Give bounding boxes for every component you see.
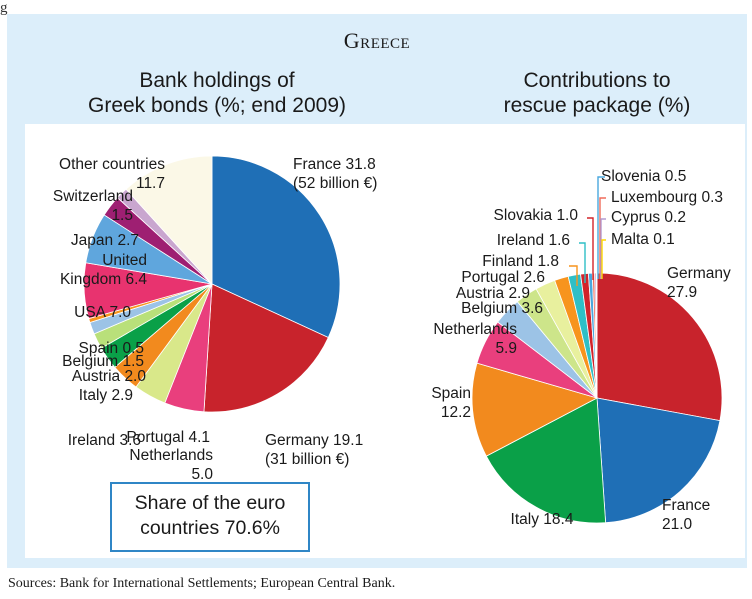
pie2-leader-slovenia [597,176,605,279]
pie2-label-line: Belgium 3.6 [461,300,543,317]
right-chart-title-line-1: Contributions to [523,69,671,92]
pie2-label-line: Spain [431,385,471,402]
pie1-label-line: (52 billion €) [293,175,377,192]
pie2-label-line: Slovenia 0.5 [601,168,686,185]
pie2-label-spain: Spain 12.2 [431,385,471,421]
pie1-label-switzerland: Switzerland 1.5 [53,188,133,224]
pie2-label-line: Portugal 2.6 [461,269,545,286]
right-chart-title-line-2: rescue package (%) [503,94,691,117]
pie1-label-line: Germany 19.1 [265,432,363,449]
pie2-leader-ireland [579,242,586,283]
pie1-label-line: 5.0 [191,466,213,483]
pie2-label-cyprus: Cyprus 0.2 [611,209,686,226]
pie1-label-line: Other countries [59,156,165,173]
pie2-label-finland: Finland 1.8 [482,253,559,270]
pie2-slice-germany [596,272,723,422]
pie2-label-line: France [662,497,710,514]
pie2-label-italy: Italy 18.4 [511,511,574,528]
pie1-slice-germany [203,283,329,413]
pie2-label-line: 27.9 [667,284,697,301]
pie2-label-ireland: Ireland 1.6 [497,232,570,249]
pie2-label-line: Netherlands [433,321,517,338]
pie2-label-line: Germany [667,265,731,282]
pie2-leader-cyprus [600,218,606,279]
sources-note: Sources: Bank for International Settleme… [8,576,396,591]
pie1-label-line: Italy 2.9 [79,387,133,404]
pie2-slice-france [596,397,721,524]
pie2-label-line: Italy 18.4 [511,511,574,528]
pie2-label-germany: Germany 27.9 [667,265,731,301]
pie1-label-line: United [102,252,147,269]
euro-share-line-1: Share of the euro [134,492,286,514]
pie2-label-slovenia: Slovenia 0.5 [601,168,686,185]
pie1-label-france: France 31.8 (52 billion €) [293,156,377,192]
pie1-label-germany: Germany 19.1 (31 billion €) [265,432,363,468]
pie1-label-line: Belgium 1.5 [62,353,144,370]
pie2-label-belgium: Belgium 3.6 [461,300,543,317]
pie2-label-line: Slovakia 1.0 [494,207,579,224]
pie2-label-line: Ireland 1.6 [497,232,570,249]
pie1-label-line: USA 7.0 [74,304,131,321]
pie1-label-line: Austria 2.0 [72,368,146,385]
pie1-label-line: 11.7 [136,175,165,192]
pie1-label-japan: Japan 2.7 [71,232,139,249]
pie1-label-line: Japan 2.7 [71,232,139,249]
pie1-label-ireland: Ireland 3.6 [68,432,141,449]
pie2-label-malta: Malta 0.1 [611,231,675,248]
pie2-label-france: France 21.0 [662,497,710,533]
pie1-slice-other-countries [125,155,213,286]
euro-share-box: Share of the euro countries 70.6% [110,482,310,552]
pie1-slice-france [211,155,341,339]
pie1-label-united-kingdom: United Kingdom 6.4 [60,252,147,288]
pie1-label-line: Ireland 3.6 [68,432,141,449]
pie1-label-netherlands: Netherlands 5.0 [129,447,213,483]
pie2-label-line: 21.0 [662,516,693,533]
pie1-label-line: Portugal 4.1 [126,429,210,446]
pie2-leader-luxembourg [599,197,606,279]
pie2-slice-italy [485,397,607,524]
pie2-label-line: 12.2 [441,404,471,421]
pie1-label-spain: Spain 0.5 [79,340,145,357]
pie1-label-italy: Italy 2.9 [79,387,133,404]
pie1-label-line: Spain 0.5 [79,340,145,357]
pie1-label-usa: USA 7.0 [74,304,131,321]
left-chart-title-line-1: Bank holdings of [139,69,295,92]
pie1-label-austria: Austria 2.0 [72,368,146,385]
pie1-label-line: Kingdom 6.4 [60,271,147,288]
pie2-label-line: Malta 0.1 [611,231,675,248]
left-chart-title: Bank holdings of Greek bonds (%; end 200… [47,68,387,118]
pie2-label-line: Finland 1.8 [482,253,559,270]
pie2-label-netherlands: Netherlands 5.9 [433,321,517,357]
pie1-label-line: (31 billion €) [265,451,349,468]
pie2-leader-malta [601,239,606,279]
pie-charts-canvas: France 31.8 (52 billion €) Germany 19.1 (31… [53,155,731,533]
pie2-label-line: Cyprus 0.2 [611,209,686,226]
pie2-leader-slovakia [587,217,594,280]
pie2-label-slovakia: Slovakia 1.0 [494,207,579,224]
pie2-leader-finland [569,265,578,286]
euro-share-line-2: countries 70.6% [140,517,280,539]
pie1-label-line: France 31.8 [293,156,376,173]
pie1-label-line: Switzerland [53,188,133,205]
pie2-label-line: 5.9 [495,340,517,357]
pie1-label-line: 1.5 [111,207,133,224]
pie2-label-line: Austria 2.9 [456,285,530,302]
pie2-slice-spain [471,362,599,457]
pie1-label-belgium: Belgium 1.5 [62,353,144,370]
figure-label: g [0,0,8,16]
pie2-label-portugal: Portugal 2.6 [461,269,545,286]
pie1-label-other-countries: Other countries 11.7 [59,156,165,192]
pie2-label-luxembourg: Luxembourg 0.3 [611,189,723,206]
left-chart-title-line-2: Greek bonds (%; end 2009) [88,94,346,117]
pie2-slice-malta [595,272,598,399]
pie1-label-portugal: Portugal 4.1 [126,429,210,446]
right-chart-title: Contributions to rescue package (%) [447,68,747,118]
pie1-label-line: Netherlands [129,447,213,464]
figure-title: Greece [343,28,411,53]
pie2-label-austria: Austria 2.9 [456,285,530,302]
pie2-label-line: Luxembourg 0.3 [611,189,723,206]
